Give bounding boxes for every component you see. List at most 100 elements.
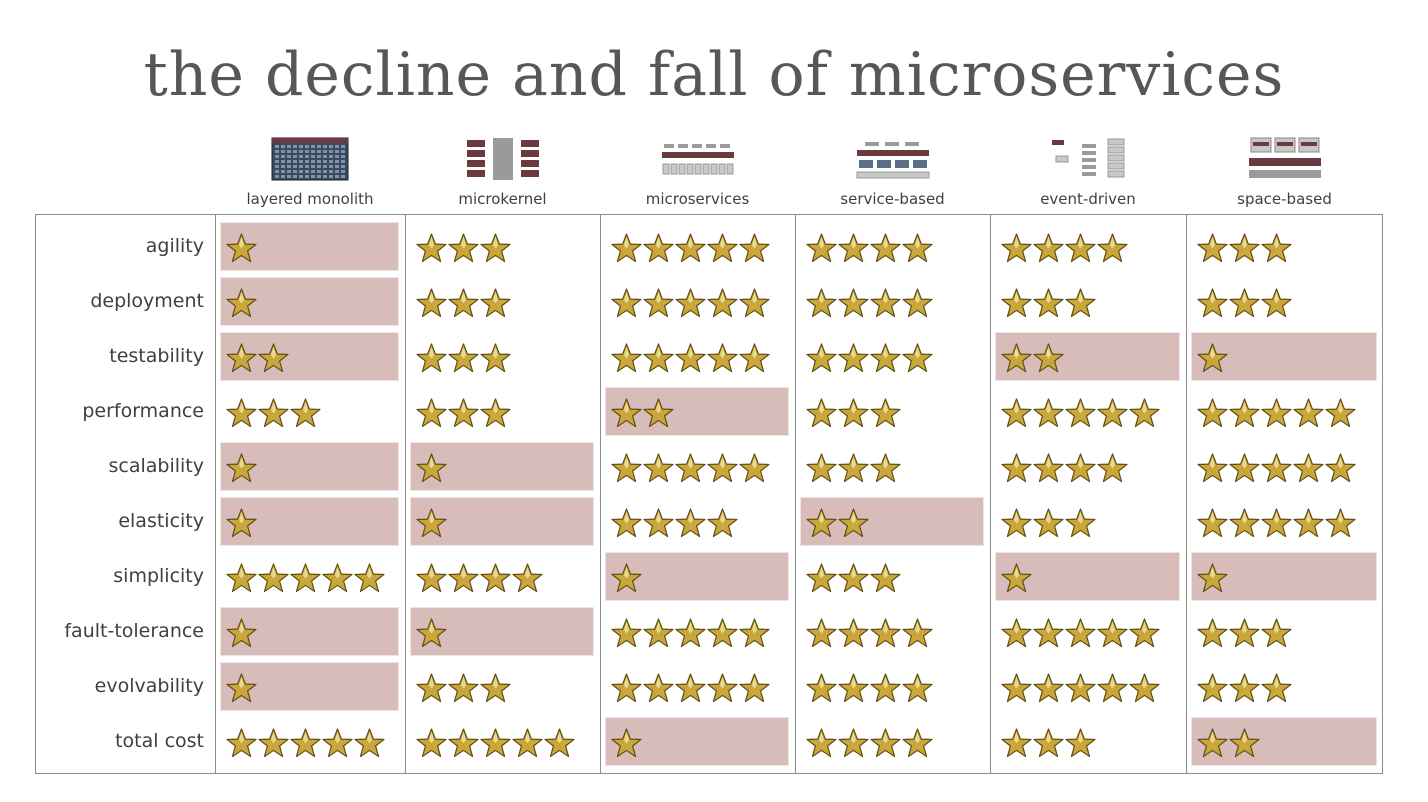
- star-icon: [1197, 398, 1228, 428]
- rating-cell: [796, 714, 990, 769]
- star-icon: [1001, 618, 1032, 648]
- star-icon: [1229, 508, 1260, 538]
- star-rating: [1197, 508, 1357, 538]
- rating-cell: [991, 549, 1186, 604]
- row-label-testability: testability: [109, 345, 204, 367]
- star-icon: [1033, 288, 1064, 318]
- star-rating: [1001, 398, 1161, 428]
- star-rating: [611, 288, 771, 318]
- rating-cell: [601, 604, 795, 659]
- star-rating: [416, 288, 512, 318]
- star-icon: [1197, 728, 1228, 758]
- star-icon: [1229, 618, 1260, 648]
- star-icon: [258, 563, 289, 593]
- star-icon: [226, 673, 257, 703]
- star-icon: [1033, 233, 1064, 263]
- star-icon: [902, 728, 933, 758]
- star-rating: [611, 673, 771, 703]
- star-icon: [226, 233, 257, 263]
- star-rating: [1197, 343, 1229, 373]
- star-icon: [416, 673, 447, 703]
- star-icon: [1033, 618, 1064, 648]
- rating-cell: [1187, 439, 1383, 494]
- star-icon: [902, 233, 933, 263]
- column-divider: [1186, 215, 1187, 773]
- ratings-table: agility deployment testability performance s…: [35, 214, 1383, 774]
- star-icon: [226, 453, 257, 483]
- star-icon: [870, 398, 901, 428]
- star-icon: [838, 728, 869, 758]
- star-icon: [1097, 618, 1128, 648]
- star-icon: [1197, 453, 1228, 483]
- rating-cell: [406, 219, 600, 274]
- star-icon: [611, 288, 642, 318]
- star-icon: [870, 563, 901, 593]
- star-icon: [739, 233, 770, 263]
- rating-cell: [991, 219, 1186, 274]
- column-headers: layered monolith microkernel microservices…: [0, 132, 1428, 214]
- star-icon: [643, 508, 674, 538]
- star-icon: [611, 508, 642, 538]
- star-icon: [416, 233, 447, 263]
- rating-cell: [991, 329, 1186, 384]
- star-icon: [544, 728, 575, 758]
- star-icon: [1001, 398, 1032, 428]
- star-rating: [226, 728, 386, 758]
- rating-cell: [1187, 384, 1383, 439]
- star-rating: [611, 453, 771, 483]
- star-icon: [1261, 508, 1292, 538]
- rating-cell: [406, 439, 600, 494]
- star-icon: [1001, 233, 1032, 263]
- star-icon: [1129, 398, 1160, 428]
- column-label: service-based: [840, 190, 945, 208]
- rating-cell: [796, 494, 990, 549]
- rating-cell: [601, 494, 795, 549]
- star-rating: [1001, 288, 1097, 318]
- star-icon: [480, 398, 511, 428]
- star-icon: [707, 233, 738, 263]
- star-rating: [806, 233, 934, 263]
- rating-cell: [1187, 219, 1383, 274]
- star-icon: [258, 343, 289, 373]
- star-icon: [1033, 508, 1064, 538]
- star-icon: [1001, 288, 1032, 318]
- star-icon: [290, 728, 321, 758]
- event-driven-architecture-diagram-icon: [1052, 138, 1125, 178]
- star-icon: [258, 398, 289, 428]
- star-icon: [675, 508, 706, 538]
- column-divider: [215, 215, 216, 773]
- rating-cell: [216, 494, 405, 549]
- star-icon: [1229, 288, 1260, 318]
- star-icon: [611, 563, 642, 593]
- star-rating: [611, 508, 739, 538]
- rating-cell: [991, 604, 1186, 659]
- star-rating: [806, 563, 902, 593]
- star-rating: [1001, 673, 1161, 703]
- star-icon: [806, 618, 837, 648]
- star-icon: [1229, 728, 1260, 758]
- star-icon: [838, 453, 869, 483]
- star-rating: [1001, 728, 1097, 758]
- star-rating: [226, 618, 258, 648]
- star-icon: [611, 618, 642, 648]
- column-label: space-based: [1237, 190, 1332, 208]
- rating-cell: [991, 494, 1186, 549]
- star-icon: [838, 673, 869, 703]
- star-rating: [416, 233, 512, 263]
- rating-cell: [406, 659, 600, 714]
- star-rating: [611, 563, 643, 593]
- rating-cell: [991, 274, 1186, 329]
- star-rating: [1001, 343, 1065, 373]
- star-icon: [675, 673, 706, 703]
- star-rating: [416, 343, 512, 373]
- star-icon: [1065, 508, 1096, 538]
- rating-cell: [601, 714, 795, 769]
- star-icon: [1065, 453, 1096, 483]
- rating-cell: [601, 274, 795, 329]
- star-icon: [480, 673, 511, 703]
- star-rating: [806, 343, 934, 373]
- rating-cell: [406, 494, 600, 549]
- star-icon: [1065, 673, 1096, 703]
- star-rating: [806, 453, 902, 483]
- star-icon: [448, 673, 479, 703]
